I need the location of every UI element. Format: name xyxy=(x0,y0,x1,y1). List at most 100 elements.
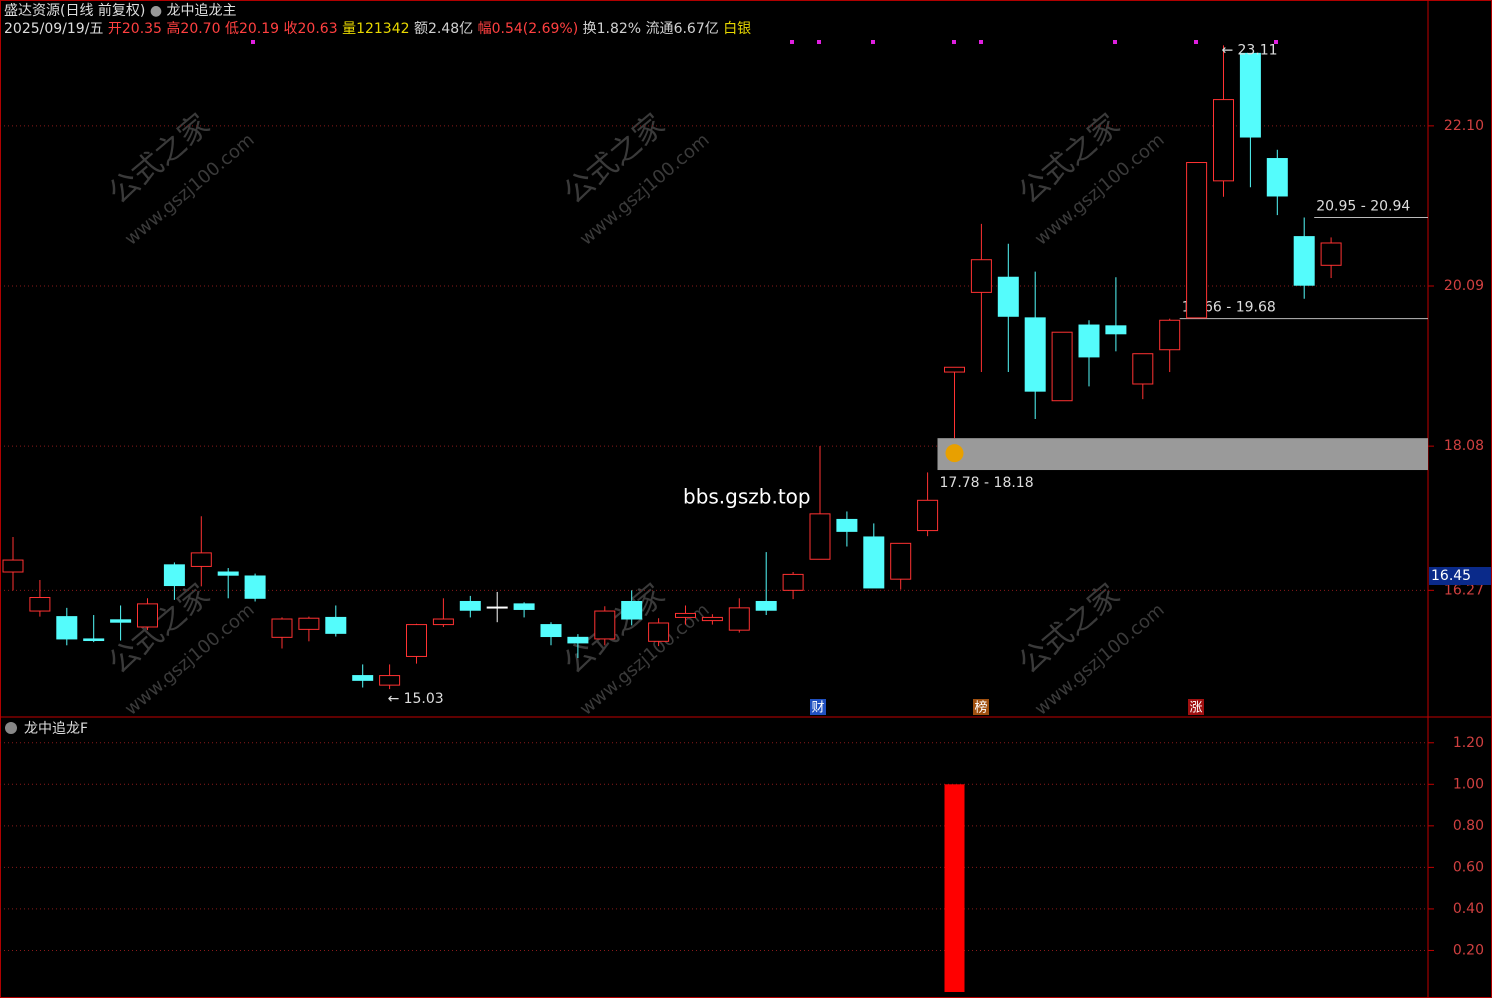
watermark: 公式之家 xyxy=(1012,577,1126,681)
candle-body xyxy=(890,542,912,580)
info-value: 121342 xyxy=(356,21,410,37)
info-label: 低 xyxy=(224,21,239,37)
candle-body xyxy=(917,499,939,532)
info-label: 流通 xyxy=(645,21,674,37)
candle-body xyxy=(594,610,616,640)
candle-body xyxy=(540,624,562,638)
zone-icon xyxy=(945,444,964,463)
y-tick-label: 0.80 xyxy=(1453,818,1484,834)
candle-body xyxy=(459,600,481,611)
candle-body xyxy=(755,600,777,611)
candle-body xyxy=(1024,317,1046,392)
candle-body xyxy=(137,603,158,628)
marker: 榜 xyxy=(974,700,987,716)
candle-body xyxy=(997,276,1019,317)
bar xyxy=(944,784,965,992)
watermark: 公式之家 xyxy=(102,577,216,681)
candle-body xyxy=(56,616,78,640)
watermark: 公式之家 xyxy=(102,107,216,211)
y-tick-label: 0.20 xyxy=(1453,942,1484,958)
candle-body xyxy=(567,636,589,644)
candle-body xyxy=(728,607,750,631)
high-label: 23.11 xyxy=(1238,42,1278,58)
y-tick-label: 1.00 xyxy=(1453,776,1484,792)
candle-body xyxy=(406,624,427,657)
candle-body xyxy=(1293,236,1315,286)
signal-dot xyxy=(979,40,983,44)
candle-body xyxy=(1159,319,1181,351)
zone xyxy=(937,438,1428,471)
candle-body xyxy=(809,513,831,560)
candle-body xyxy=(1078,324,1100,358)
candle-body xyxy=(432,618,454,626)
high-arrow: ← xyxy=(1222,42,1234,58)
signal-dot xyxy=(790,40,794,44)
info-value: 20.19 xyxy=(238,21,280,37)
info-value: 20.63 xyxy=(297,21,338,37)
marker-box xyxy=(1188,699,1204,715)
candle-body xyxy=(621,600,643,620)
candle-body xyxy=(1320,242,1342,266)
marker-box xyxy=(973,699,989,715)
candle-body xyxy=(486,606,508,609)
info-value: 20.35 xyxy=(121,21,162,37)
marker: 涨 xyxy=(1189,701,1202,716)
info-label: 换 xyxy=(582,21,597,37)
candle-body xyxy=(379,675,401,686)
info-label: 幅 xyxy=(477,21,492,37)
y-tick-label: 18.08 xyxy=(1444,438,1484,454)
y-tick-label: 0.40 xyxy=(1453,901,1484,917)
y-tick-label: 20.09 xyxy=(1444,278,1484,294)
candle-body xyxy=(648,622,670,642)
level-label: 20.95 - 20.94 xyxy=(1316,198,1410,214)
info-value: 20.70 xyxy=(180,21,221,37)
price-label: 16.45 xyxy=(1431,568,1471,584)
y-tick-label: 1.20 xyxy=(1453,735,1484,751)
candle-body xyxy=(863,536,885,589)
zone-label: 17.78 - 18.18 xyxy=(940,475,1034,491)
site-label: bbs.gszb.top xyxy=(683,485,811,509)
candle-body xyxy=(29,597,51,612)
candle-body xyxy=(271,618,293,638)
candle-body xyxy=(298,617,320,630)
candle-body xyxy=(352,675,374,681)
signal-dot xyxy=(251,40,255,44)
info-label: 额 xyxy=(413,21,428,37)
candle-body xyxy=(1105,325,1127,335)
candle-body xyxy=(1186,162,1208,319)
icon: ● xyxy=(149,3,163,19)
candle-body xyxy=(325,616,347,634)
y-tick-label: 0.60 xyxy=(1453,859,1484,875)
watermark: 公式之家 xyxy=(557,107,671,211)
signal-dot xyxy=(952,40,956,44)
candle-body xyxy=(1266,158,1288,197)
info-line: 2025/09/19/五 开20.35 高20.70 低20.19 收20.63… xyxy=(4,20,751,38)
watermark: 公式之家 xyxy=(1012,107,1126,211)
header: 盛达资源(日线 前复权) ● 龙中追龙主 2025/09/19/五 开20.35… xyxy=(4,2,751,38)
candle-body xyxy=(190,552,212,567)
candle-body xyxy=(1239,52,1261,138)
candle-body xyxy=(1132,353,1154,385)
marker: 财 xyxy=(811,701,824,716)
info-value: 2.48亿 xyxy=(427,21,474,37)
candle-body xyxy=(836,518,858,532)
info-label: 高 xyxy=(166,21,181,37)
info-value: 1.82% xyxy=(596,21,642,37)
y-tick-label: 22.10 xyxy=(1444,118,1484,134)
low-arrow: ← xyxy=(388,691,400,707)
low-label: 15.03 xyxy=(404,691,444,707)
info-value: 6.67亿 xyxy=(673,21,719,37)
date: 2025/09/19/五 xyxy=(4,21,104,37)
info-label: 开 xyxy=(107,21,122,37)
signal-dot xyxy=(817,40,821,44)
candle-body xyxy=(675,612,696,618)
panel-icon xyxy=(5,722,17,734)
candle-body xyxy=(110,619,132,623)
candle-body xyxy=(83,638,105,642)
candle-body xyxy=(782,573,804,591)
info-label: 量 xyxy=(342,21,357,37)
candle-body xyxy=(944,366,965,373)
panel-title: 龙中追龙F xyxy=(24,721,88,737)
